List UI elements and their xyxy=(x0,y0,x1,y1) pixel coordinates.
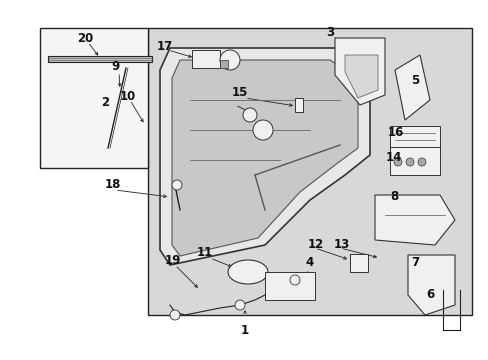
Text: 19: 19 xyxy=(164,255,181,267)
Text: 1: 1 xyxy=(241,324,248,337)
Bar xyxy=(264,272,314,300)
Circle shape xyxy=(235,300,244,310)
Ellipse shape xyxy=(227,260,267,284)
Text: 5: 5 xyxy=(410,73,418,86)
Circle shape xyxy=(172,180,182,190)
Bar xyxy=(40,28,148,168)
Text: 8: 8 xyxy=(389,190,397,203)
Bar xyxy=(389,147,439,175)
Circle shape xyxy=(170,310,180,320)
Bar xyxy=(220,60,227,68)
Text: 6: 6 xyxy=(425,288,433,301)
Bar xyxy=(192,50,220,68)
Circle shape xyxy=(405,158,413,166)
Text: 18: 18 xyxy=(104,179,121,192)
Text: 4: 4 xyxy=(305,256,313,269)
Polygon shape xyxy=(374,195,454,245)
Polygon shape xyxy=(407,255,454,315)
Circle shape xyxy=(393,158,401,166)
Text: 7: 7 xyxy=(410,256,418,270)
Text: 13: 13 xyxy=(333,238,349,251)
Circle shape xyxy=(417,158,425,166)
Bar xyxy=(389,126,439,158)
Polygon shape xyxy=(345,55,377,98)
Text: 12: 12 xyxy=(307,238,324,251)
Text: 17: 17 xyxy=(157,40,173,54)
Polygon shape xyxy=(48,56,152,62)
Bar xyxy=(148,28,471,315)
Text: 15: 15 xyxy=(231,86,248,99)
Text: 16: 16 xyxy=(387,126,404,139)
Polygon shape xyxy=(160,48,369,265)
Text: 10: 10 xyxy=(120,90,136,103)
Circle shape xyxy=(252,120,272,140)
Text: 3: 3 xyxy=(325,27,333,40)
Text: 9: 9 xyxy=(112,60,120,73)
Polygon shape xyxy=(172,60,357,256)
Circle shape xyxy=(243,108,257,122)
Text: 14: 14 xyxy=(385,152,401,165)
Circle shape xyxy=(289,275,299,285)
Circle shape xyxy=(220,50,240,70)
Text: 11: 11 xyxy=(197,246,213,258)
Polygon shape xyxy=(334,38,384,105)
Bar xyxy=(294,98,303,112)
Polygon shape xyxy=(394,55,429,120)
Text: 20: 20 xyxy=(77,31,93,45)
Text: 2: 2 xyxy=(101,96,109,109)
Bar xyxy=(349,254,367,272)
